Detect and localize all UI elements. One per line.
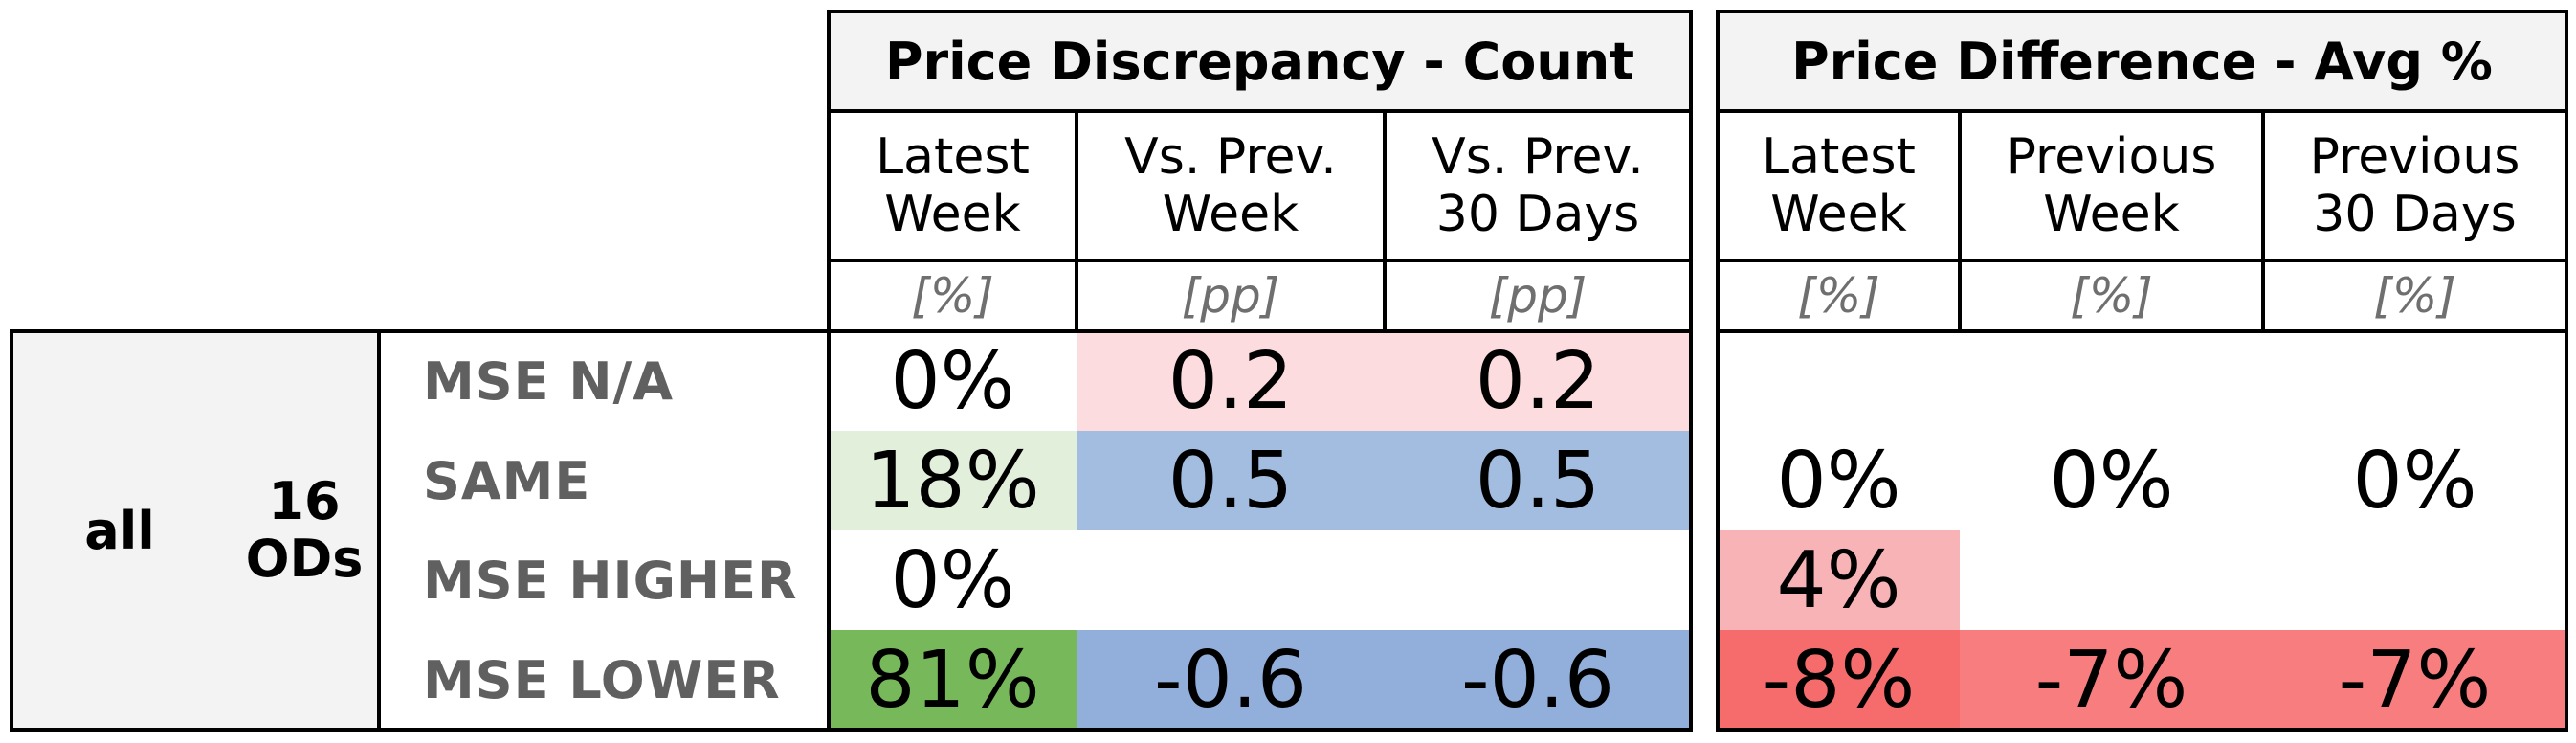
row-label: MSE N/A — [423, 350, 675, 412]
value-cell-count — [1077, 530, 1385, 630]
panel-title: Price Difference - Avg % — [1718, 11, 2566, 111]
value-cell-count: -0.6 — [1385, 630, 1691, 730]
value-cell-count — [1385, 530, 1691, 630]
value-cell-diff: 4% — [1718, 530, 1960, 630]
value-cell-count: 0% — [829, 331, 1077, 431]
group-label: all — [84, 500, 155, 561]
value-cell-diff: -8% — [1718, 630, 1960, 730]
column-unit: [pp] — [1181, 268, 1280, 324]
column-unit: [%] — [2070, 268, 2153, 324]
border-line — [377, 329, 381, 732]
value-cell-diff: 0% — [1718, 431, 1960, 530]
border-line — [827, 109, 1693, 113]
column-header: Vs. Prev. Week — [1124, 128, 1337, 243]
value-cell-count: 0.5 — [1077, 431, 1385, 530]
value-cell-count: 0% — [829, 530, 1077, 630]
value-cell-diff — [1960, 331, 2263, 431]
value-cell-diff: 0% — [1960, 431, 2263, 530]
value-cell-diff: -7% — [1960, 630, 2263, 730]
value-cell-diff — [1718, 331, 1960, 431]
border-line — [827, 259, 1693, 262]
border-line — [10, 329, 13, 732]
border-line — [2565, 10, 2568, 732]
border-line — [827, 10, 1693, 13]
row-label: MSE HIGHER — [423, 550, 798, 611]
border-line — [1716, 10, 1720, 732]
border-line — [10, 329, 1693, 333]
value-cell-diff: 0% — [2263, 431, 2566, 530]
value-cell-diff — [2263, 331, 2566, 431]
value-cell-count: 0.2 — [1077, 331, 1385, 431]
column-header: Previous 30 Days — [2309, 128, 2520, 243]
border-line — [1383, 109, 1387, 333]
column-header: Vs. Prev. 30 Days — [1432, 128, 1644, 243]
column-unit: [%] — [2373, 268, 2456, 324]
border-line — [1075, 109, 1078, 333]
column-header: Latest Week — [876, 128, 1030, 243]
value-cell-count: 0.2 — [1385, 331, 1691, 431]
column-unit: [%] — [1797, 268, 1880, 324]
column-header: Previous Week — [2006, 128, 2217, 243]
row-label: SAME — [423, 450, 591, 511]
column-header: Latest Week — [1762, 128, 1916, 243]
border-line — [1689, 10, 1693, 732]
border-line — [10, 728, 1693, 732]
border-line — [827, 10, 831, 732]
value-cell-diff — [2263, 530, 2566, 630]
column-unit: [%] — [911, 268, 994, 324]
value-cell-count: 81% — [829, 630, 1077, 730]
border-line — [1958, 109, 1962, 333]
column-unit: [pp] — [1488, 268, 1588, 324]
value-cell-diff — [1960, 530, 2263, 630]
border-line — [2261, 109, 2265, 333]
border-line — [1716, 109, 2568, 113]
value-cell-count: 0.5 — [1385, 431, 1691, 530]
border-line — [1716, 728, 2568, 732]
border-line — [1716, 329, 2568, 333]
value-cell-count: -0.6 — [1077, 630, 1385, 730]
value-cell-count: 18% — [829, 431, 1077, 530]
panel-title: Price Discrepancy - Count — [829, 11, 1691, 111]
row-label: MSE LOWER — [423, 649, 781, 710]
value-cell-diff: -7% — [2263, 630, 2566, 730]
group-block — [11, 331, 379, 730]
group-count: 16 ODs — [245, 471, 364, 589]
border-line — [1716, 259, 2568, 262]
border-line — [1716, 10, 2568, 13]
